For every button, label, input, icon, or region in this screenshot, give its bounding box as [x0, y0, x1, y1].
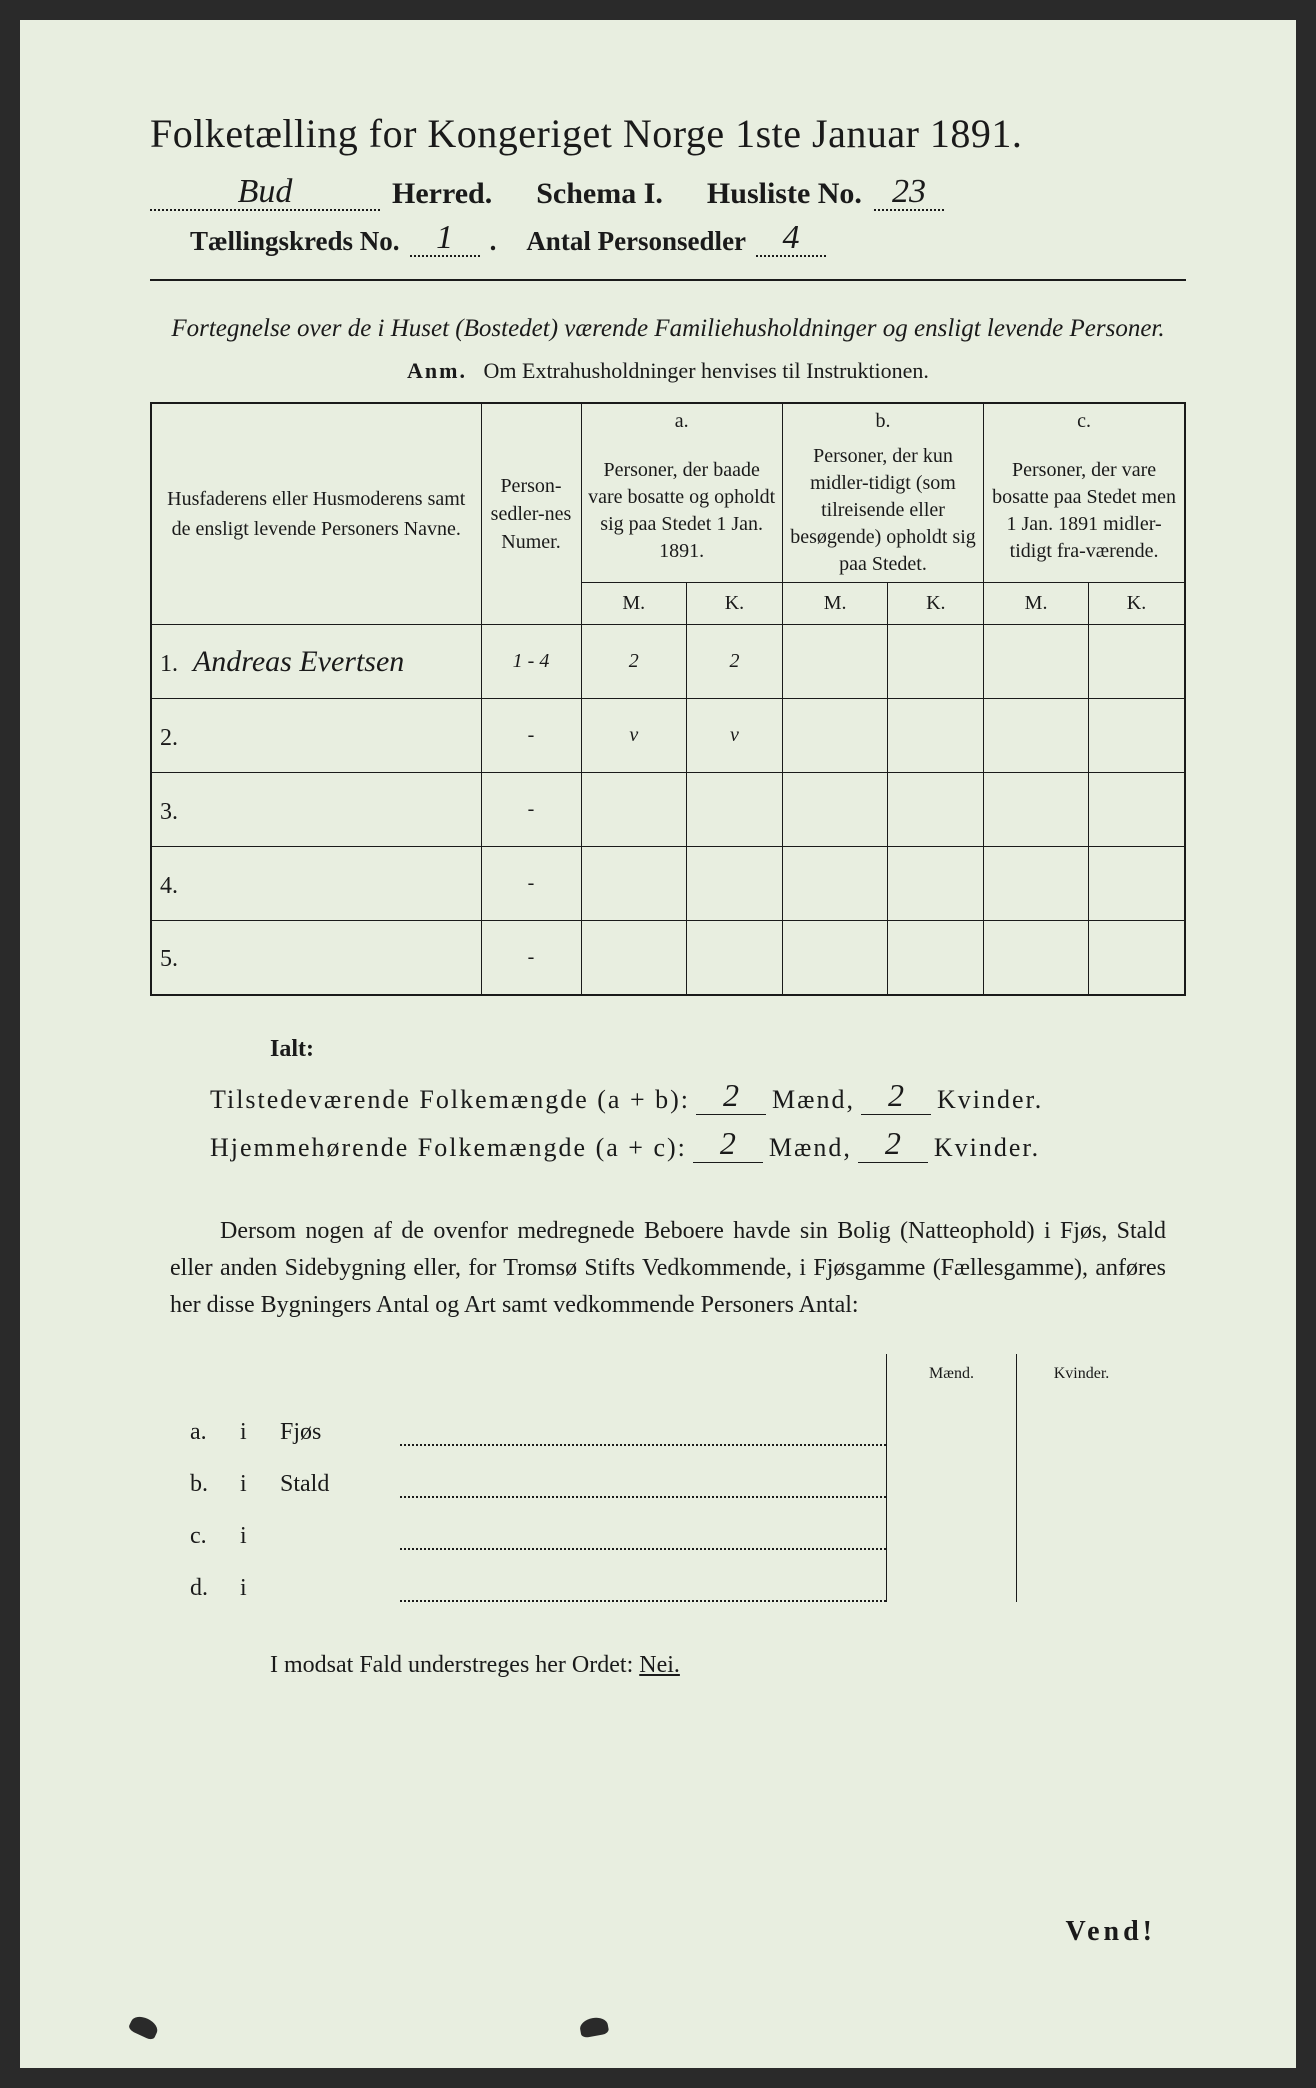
table-row: 3. -	[151, 773, 1185, 847]
side-head-k: Kvinder.	[1016, 1354, 1146, 1394]
subtitle: Fortegnelse over de i Huset (Bostedet) v…	[150, 311, 1186, 346]
header-line-2: Tællingskreds No. 1 . Antal Personsedler…	[150, 221, 1186, 257]
col-name-header: Husfaderens eller Husmoderens samt de en…	[151, 403, 481, 625]
household-table: Husfaderens eller Husmoderens samt de en…	[150, 402, 1186, 996]
table-row: 1. Andreas Evertsen1 - 422	[151, 625, 1185, 699]
totals-line-2: Hjemmehørende Folkemængde (a + c): 2 Mæn…	[210, 1125, 1186, 1163]
anm-label: Anm.	[407, 358, 467, 383]
header-line-1: Bud Herred. Schema I. Husliste No. 23	[150, 175, 1186, 211]
side-building-paragraph: Dersom nogen af de ovenfor medregnede Be…	[170, 1213, 1166, 1325]
side-building-row: d.i	[190, 1550, 886, 1602]
footer-nei: Nei.	[639, 1652, 680, 1678]
herred-value: Bud	[150, 175, 380, 211]
anm-text: Om Extrahusholdninger henvises til Instr…	[484, 358, 929, 383]
paper-tear-icon	[579, 2016, 610, 2039]
personsedler-value: 4	[756, 221, 826, 257]
col-c-m: M.	[984, 583, 1089, 625]
totals-l2-k: 2	[858, 1125, 928, 1163]
paper-tear-icon	[128, 2013, 161, 2041]
schema-label: Schema I.	[536, 177, 663, 211]
totals-line-1: Tilstedeværende Folkemængde (a + b): 2 M…	[210, 1077, 1186, 1115]
side-building-row: b.iStald	[190, 1446, 886, 1498]
census-form-page: Folketælling for Kongeriget Norge 1ste J…	[20, 20, 1296, 2068]
table-row: 5. -	[151, 921, 1185, 995]
col-a-header: Personer, der baade vare bosatte og opho…	[581, 439, 782, 583]
col-b-letter: b.	[782, 403, 983, 439]
kreds-label: Tællingskreds No.	[190, 226, 400, 257]
col-a-m: M.	[581, 583, 687, 625]
ialt-label: Ialt:	[270, 1036, 1186, 1063]
totals-l1-k: 2	[861, 1077, 931, 1115]
totals-l1-m: 2	[696, 1077, 766, 1115]
side-building-row: c.i	[190, 1498, 886, 1550]
table-row: 2. -vv	[151, 699, 1185, 773]
totals-l2-m: 2	[693, 1125, 763, 1163]
divider	[150, 279, 1186, 281]
side-building-list: a.iFjøsb.iStaldc.id.i Mænd. Kvinder.	[190, 1354, 1146, 1602]
husliste-label: Husliste No.	[707, 177, 862, 211]
kreds-value: 1	[410, 221, 480, 257]
vend-label: Vend!	[1065, 1916, 1156, 1948]
footer-line: I modsat Fald understreges her Ordet: Ne…	[270, 1652, 1186, 1679]
totals-l2-label: Hjemmehørende Folkemængde (a + c):	[210, 1133, 687, 1163]
col-c-header: Personer, der vare bosatte paa Stedet me…	[984, 439, 1185, 583]
side-building-row: a.iFjøs	[190, 1394, 886, 1446]
col-num-header: Person-sedler-nes Numer.	[481, 403, 581, 625]
col-a-k: K.	[687, 583, 783, 625]
col-c-k: K.	[1088, 583, 1185, 625]
anm-line: Anm. Om Extrahusholdninger henvises til …	[150, 358, 1186, 384]
col-a-letter: a.	[581, 403, 782, 439]
page-title: Folketælling for Kongeriget Norge 1ste J…	[150, 110, 1186, 157]
col-c-letter: c.	[984, 403, 1185, 439]
side-head-m: Mænd.	[886, 1354, 1016, 1394]
table-row: 4. -	[151, 847, 1185, 921]
husliste-value: 23	[874, 175, 944, 211]
totals-l1-label: Tilstedeværende Folkemængde (a + b):	[210, 1085, 690, 1115]
personsedler-label: Antal Personsedler	[526, 226, 746, 257]
col-b-header: Personer, der kun midler-tidigt (som til…	[782, 439, 983, 583]
col-b-m: M.	[782, 583, 888, 625]
col-b-k: K.	[888, 583, 984, 625]
herred-label: Herred.	[392, 177, 492, 211]
